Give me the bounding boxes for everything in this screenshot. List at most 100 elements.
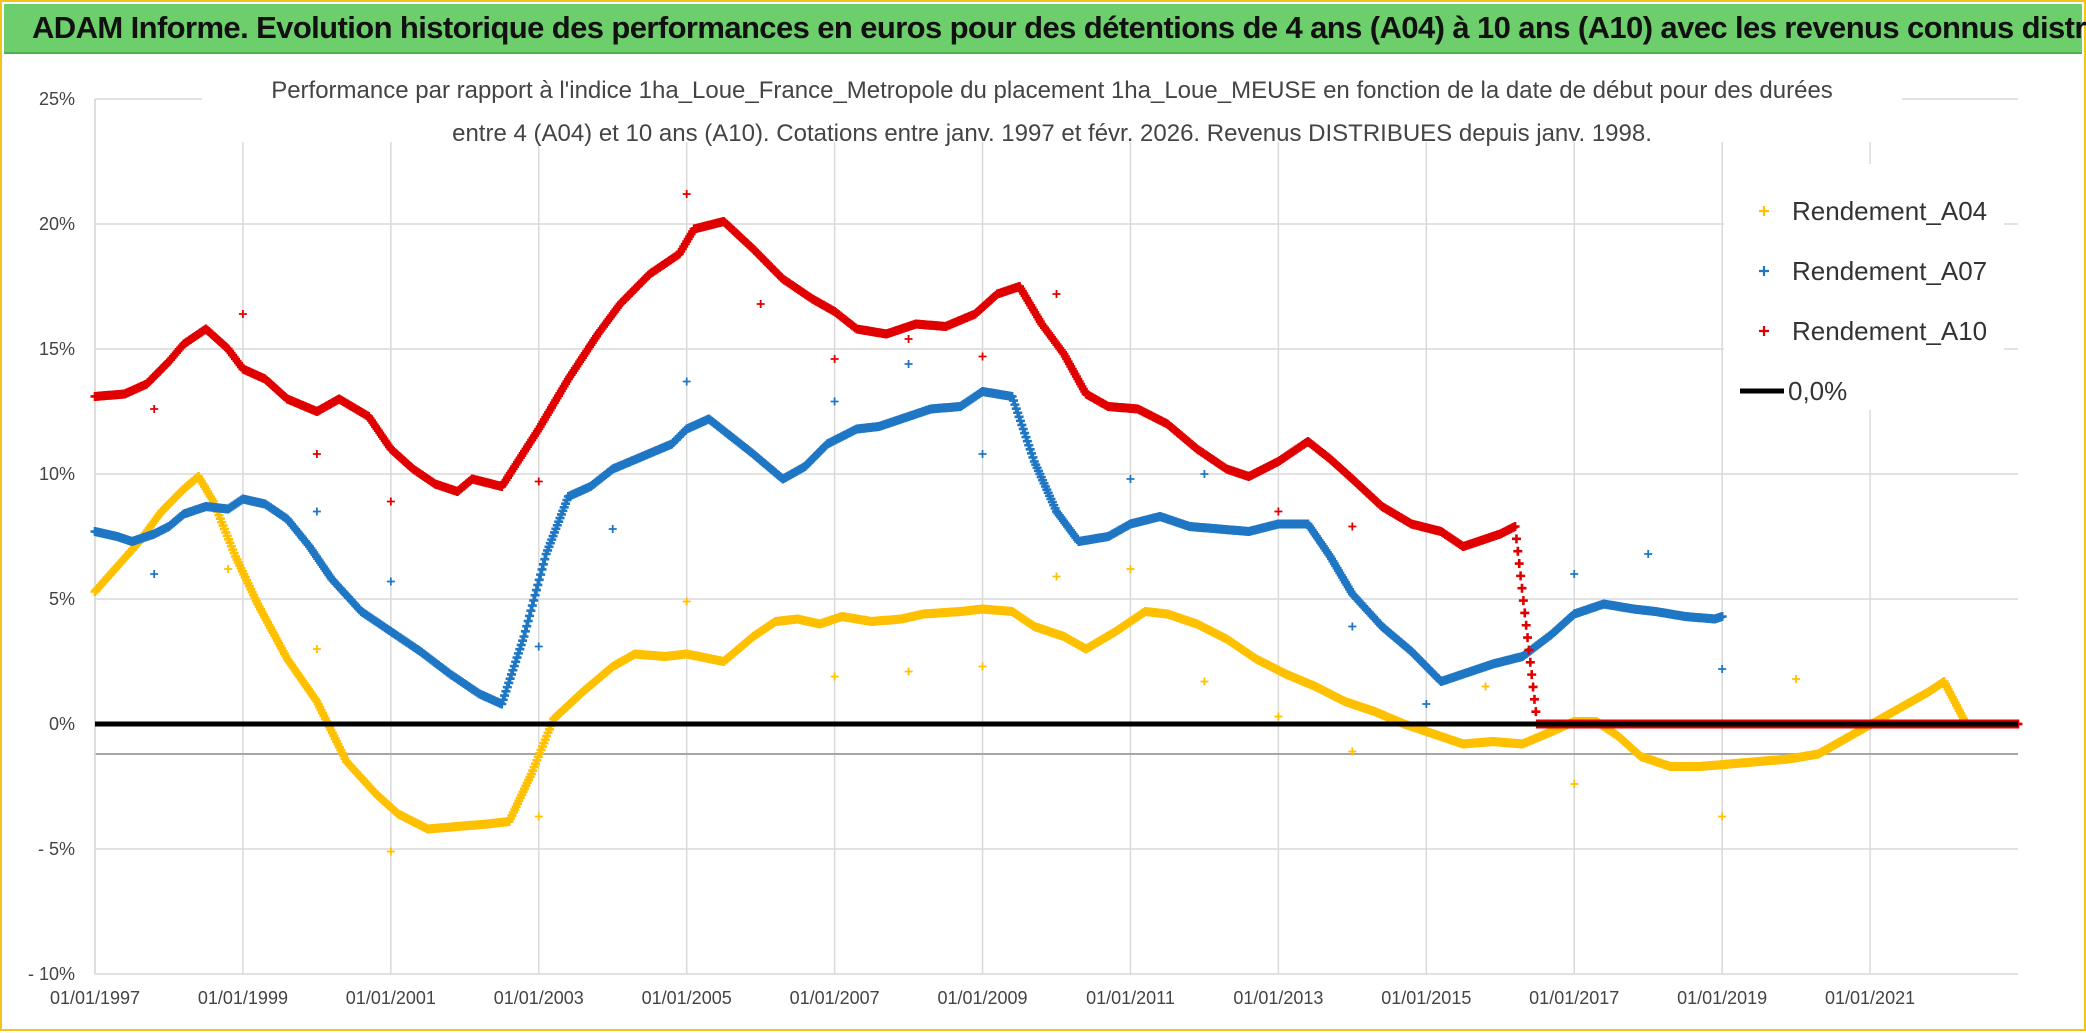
outlier-point [386, 847, 395, 856]
outlier-point [756, 300, 765, 308]
x-tick-label: 01/01/2021 [1825, 988, 1915, 1008]
outlier-point [150, 405, 159, 413]
outlier-point [1200, 677, 1209, 686]
outlier-point [904, 667, 913, 676]
x-tick-label: 01/01/2003 [494, 988, 584, 1008]
y-tick-label: 15% [39, 339, 75, 359]
x-tick-label: 01/01/2009 [937, 988, 1027, 1008]
data-point [1527, 670, 1537, 680]
legend-label: Rendement_A07 [1792, 256, 1987, 286]
data-point [526, 606, 536, 616]
y-tick-label: 10% [39, 464, 75, 484]
outlier-point [312, 645, 321, 653]
data-point [523, 616, 533, 626]
data-point [533, 580, 543, 590]
x-axis-labels: 01/01/1997 01/01/1999 01/01/2001 01/01/2003… [50, 988, 1915, 1008]
data-point [1514, 559, 1524, 569]
data-point [1517, 583, 1527, 593]
outlier-point [1274, 507, 1283, 516]
x-tick-label: 01/01/1997 [50, 988, 140, 1008]
outlier-point [1126, 565, 1135, 573]
outlier-point [904, 335, 913, 343]
data-point [1520, 608, 1530, 618]
y-tick-label: 0% [49, 714, 75, 734]
data-point [529, 595, 539, 605]
outlier-point [1348, 522, 1357, 531]
data-point [538, 559, 548, 569]
y-tick-label: 20% [39, 214, 75, 234]
outlier-point [682, 597, 691, 606]
series-marks [90, 190, 2023, 856]
x-tick-label: 01/01/2019 [1677, 988, 1767, 1008]
x-tick-label: 01/01/2001 [346, 988, 436, 1008]
data-point [1511, 534, 1521, 544]
data-point [536, 570, 546, 580]
outlier-point [534, 812, 543, 821]
data-point [1531, 707, 1541, 717]
title-background [202, 64, 1902, 142]
legend-label: Rendement_A10 [1792, 316, 1987, 346]
data-point [531, 585, 541, 595]
outlier-point [978, 450, 987, 458]
outlier-point [1792, 675, 1801, 683]
outlier-point [1348, 747, 1357, 756]
outlier-point [830, 355, 839, 363]
x-tick-label: 01/01/2005 [642, 988, 732, 1008]
outlier-point [534, 642, 543, 651]
outlier-point [1274, 712, 1283, 721]
series-Rendement_A07 [90, 360, 1727, 709]
outlier-point [978, 352, 987, 361]
x-tick-label: 01/01/2011 [1086, 988, 1175, 1008]
data-point [520, 626, 530, 636]
outlier-point [1644, 550, 1653, 558]
outlier-point [904, 360, 913, 368]
data-point [1529, 694, 1539, 704]
outlier-point [1570, 780, 1579, 788]
data-point [1516, 571, 1526, 581]
outlier-point [1570, 570, 1579, 578]
outlier-point [682, 190, 691, 198]
data-point [1528, 682, 1538, 692]
data-point [1518, 596, 1528, 606]
x-tick-label: 01/01/2007 [790, 988, 880, 1008]
outlier-point [1718, 812, 1727, 821]
data-point [540, 554, 550, 564]
outlier-point [386, 577, 395, 586]
outlier-point [1052, 572, 1061, 581]
data-point [1525, 657, 1535, 667]
y-tick-label: 5% [49, 589, 75, 609]
legend: Rendement_A04 Rendement_A07 Rendement_A10 0… [1724, 164, 2004, 410]
outlier-point [238, 310, 247, 318]
outlier-point [1126, 475, 1135, 483]
outlier-point [312, 450, 321, 458]
y-tick-label: 25% [39, 89, 75, 109]
outlier-point [978, 662, 987, 671]
outlier-point [830, 397, 839, 406]
legend-label: Rendement_A04 [1792, 196, 1987, 226]
performance-chart: - 10%- 5%0%5%10%15%20%25% 01/01/1997 01/0… [28, 64, 2023, 1008]
x-tick-label: 01/01/2017 [1529, 988, 1619, 1008]
x-tick-label: 01/01/2015 [1381, 988, 1471, 1008]
outlier-point [608, 525, 617, 533]
chart-title-line2: entre 4 (A04) et 10 ans (A10). Cotations… [452, 120, 1652, 147]
outlier-point [1481, 682, 1490, 691]
outlier-point [1718, 665, 1727, 673]
outlier-point [1348, 622, 1357, 631]
outlier-point [150, 570, 159, 578]
data-point [1521, 620, 1531, 630]
y-tick-label: - 10% [28, 964, 75, 984]
data-point [534, 575, 544, 585]
y-tick-label: - 5% [38, 839, 75, 859]
x-tick-label: 01/01/2013 [1233, 988, 1323, 1008]
chart-title-line1: Performance par rapport à l'indice 1ha_L… [271, 77, 1833, 104]
outlier-point [312, 507, 321, 516]
data-point [525, 611, 535, 621]
data-point [1513, 546, 1523, 556]
data-point [522, 621, 532, 631]
series-Rendement_A04 [90, 472, 2023, 856]
outlier-point [830, 672, 839, 681]
x-tick-label: 01/01/1999 [198, 988, 288, 1008]
outlier-point [224, 565, 233, 573]
data-point [1523, 633, 1533, 643]
